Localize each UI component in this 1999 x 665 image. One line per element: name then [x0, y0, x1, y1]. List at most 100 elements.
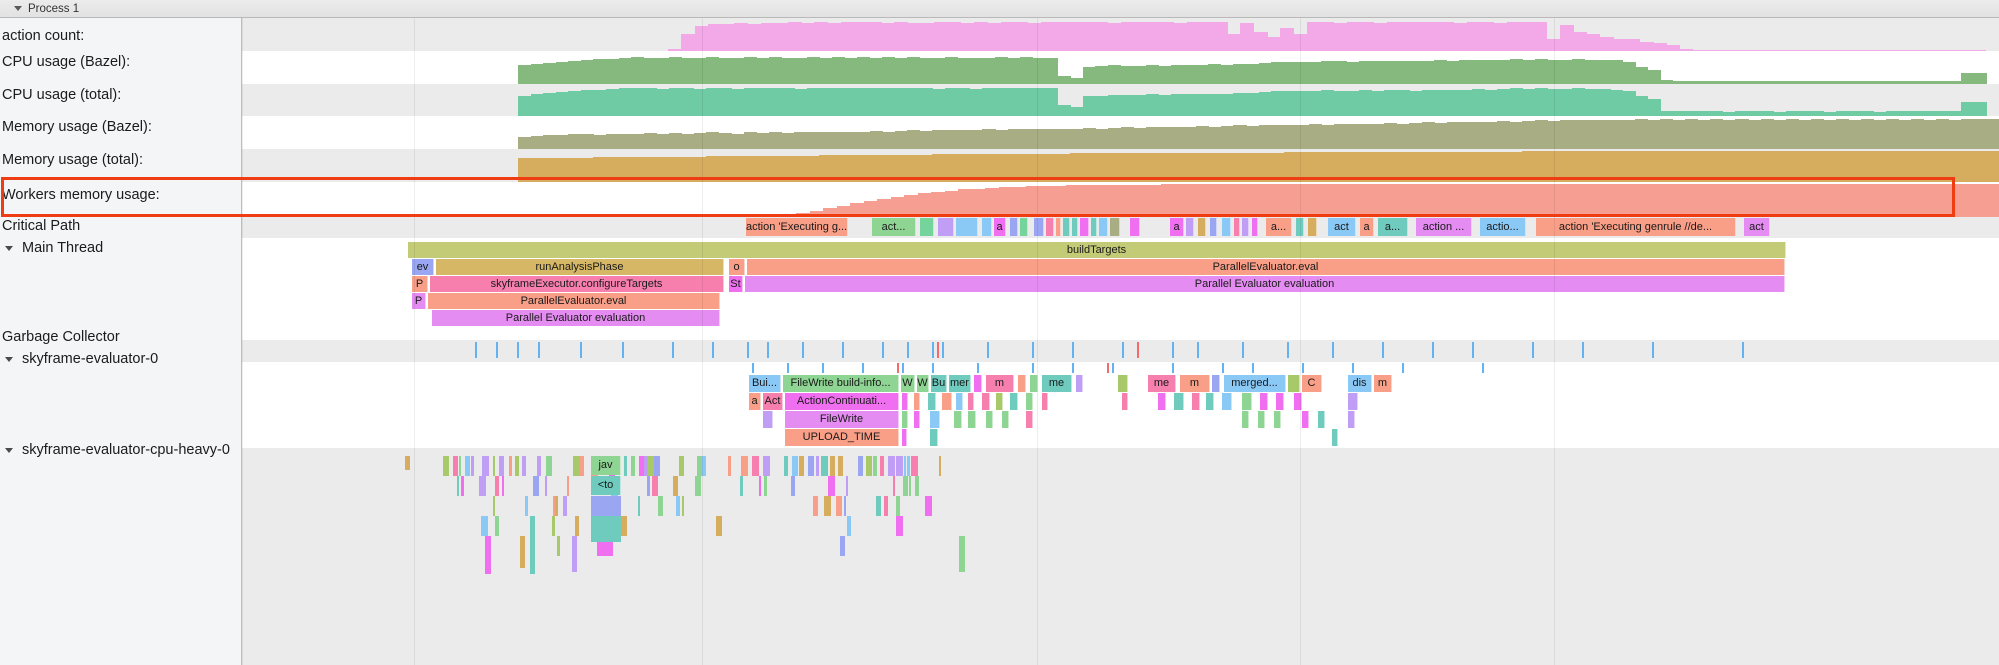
flame-event-unlabeled[interactable]: [836, 496, 842, 516]
flame-event-unlabeled[interactable]: [1210, 218, 1217, 236]
flame-event-unlabeled[interactable]: [858, 456, 863, 476]
flame-event-unlabeled[interactable]: [1042, 393, 1048, 410]
gc-event-tick[interactable]: [987, 342, 989, 358]
flame-event-unlabeled[interactable]: [673, 476, 678, 496]
flame-event-unlabeled[interactable]: [495, 476, 499, 496]
flame-event-unlabeled[interactable]: [884, 496, 888, 516]
gc-event-tick[interactable]: [538, 342, 540, 358]
flame-event-unlabeled[interactable]: [741, 456, 748, 476]
flame-event-unlabeled[interactable]: [996, 393, 1003, 410]
flame-event-unlabeled[interactable]: [740, 476, 743, 496]
flame-event-unlabeled[interactable]: [563, 496, 567, 516]
gc-event-tick[interactable]: [1197, 342, 1199, 358]
flame-event-unlabeled[interactable]: [1122, 393, 1128, 410]
flame-event-unlabeled[interactable]: [914, 393, 920, 410]
flame-event-unlabeled[interactable]: [567, 476, 569, 496]
flame-event-unlabeled[interactable]: [522, 456, 526, 476]
track-label-memory-usage-total[interactable]: Memory usage (total):: [0, 152, 242, 168]
flame-event-unlabeled[interactable]: [903, 476, 908, 496]
flame-event-unlabeled[interactable]: [716, 516, 722, 536]
flame-event-unlabeled[interactable]: [824, 496, 831, 516]
flame-event-unlabeled[interactable]: [647, 456, 654, 476]
flame-event-unlabeled[interactable]: [471, 456, 474, 476]
gc-event-tick[interactable]: [1032, 342, 1034, 358]
flame-event-unlabeled[interactable]: [1252, 218, 1258, 236]
flame-event-unlabeled[interactable]: [911, 456, 918, 476]
flame-event[interactable]: a...: [1378, 218, 1408, 236]
flame-event-unlabeled[interactable]: [481, 516, 488, 536]
flame-event-unlabeled[interactable]: [482, 456, 489, 476]
thread-marker-tick[interactable]: [1402, 363, 1404, 373]
flame-event-unlabeled[interactable]: [873, 456, 877, 476]
flame-event-unlabeled[interactable]: [1076, 375, 1083, 392]
flame-event[interactable]: skyframeExecutor.configureTargets: [430, 276, 724, 292]
flame-event-unlabeled[interactable]: [909, 476, 911, 496]
gc-event-tick[interactable]: [907, 342, 909, 358]
chevron-down-icon[interactable]: [14, 6, 22, 11]
flame-event-unlabeled[interactable]: [791, 476, 795, 496]
gc-event-tick[interactable]: [496, 342, 498, 358]
flame-event-unlabeled[interactable]: [1222, 218, 1231, 236]
flame-event-unlabeled[interactable]: [1026, 411, 1033, 428]
flame-event[interactable]: action 'Executing g...: [746, 218, 848, 236]
flame-event[interactable]: a: [1170, 218, 1184, 236]
track-row-cpuheavy0[interactable]: [242, 448, 1999, 665]
flame-event-unlabeled[interactable]: [1242, 393, 1252, 410]
flame-event-unlabeled[interactable]: [1080, 218, 1089, 236]
track-label-main-thread[interactable]: Main Thread: [0, 240, 242, 256]
flame-event[interactable]: <to: [591, 476, 621, 495]
gc-event-tick[interactable]: [672, 342, 674, 358]
flame-event-unlabeled[interactable]: [928, 393, 936, 410]
thread-marker-tick[interactable]: [752, 363, 754, 373]
flame-event-unlabeled[interactable]: [930, 411, 940, 428]
flame-event-unlabeled[interactable]: [515, 456, 519, 476]
flame-event[interactable]: runAnalysisPhase: [436, 259, 724, 275]
flame-event-unlabeled[interactable]: [1332, 429, 1338, 446]
track-label-cpu-usage-total[interactable]: CPU usage (total):: [0, 87, 242, 103]
flame-event-unlabeled[interactable]: [679, 456, 684, 476]
flame-event-unlabeled[interactable]: [1099, 218, 1108, 236]
flame-event-unlabeled[interactable]: [942, 393, 952, 410]
flame-event-unlabeled[interactable]: [915, 476, 919, 496]
flame-event[interactable]: m: [986, 375, 1014, 392]
flame-event-unlabeled[interactable]: [1302, 411, 1309, 428]
flame-event[interactable]: a: [1360, 218, 1374, 236]
flame-event-unlabeled[interactable]: [893, 476, 895, 496]
thread-marker-tick[interactable]: [1222, 363, 1224, 373]
flame-event[interactable]: jav: [591, 456, 621, 475]
gc-event-tick-major[interactable]: [1137, 342, 1139, 358]
flame-event-unlabeled[interactable]: [652, 476, 658, 496]
thread-marker-tick-major[interactable]: [897, 363, 899, 373]
thread-marker-tick[interactable]: [1482, 363, 1484, 373]
gc-event-tick[interactable]: [767, 342, 769, 358]
flame-event-unlabeled[interactable]: [1018, 375, 1026, 392]
flame-event-unlabeled[interactable]: [838, 456, 843, 476]
flame-event[interactable]: ParallelEvaluator.eval: [428, 293, 720, 309]
flame-event-unlabeled[interactable]: [1026, 393, 1033, 410]
flame-event-unlabeled[interactable]: [580, 456, 584, 476]
flame-event-unlabeled[interactable]: [702, 456, 706, 476]
thread-marker-tick[interactable]: [1302, 363, 1304, 373]
thread-marker-tick[interactable]: [1072, 363, 1074, 373]
flame-event-unlabeled[interactable]: [728, 456, 731, 476]
flame-event-unlabeled[interactable]: [1034, 218, 1044, 236]
chevron-down-icon[interactable]: [5, 357, 13, 362]
flame-event-unlabeled[interactable]: [453, 456, 458, 476]
flame-event-unlabeled[interactable]: [591, 516, 621, 542]
flame-event[interactable]: Act: [763, 393, 783, 410]
flame-event-unlabeled[interactable]: [1308, 218, 1317, 236]
flame-event-unlabeled[interactable]: [638, 496, 640, 516]
flame-event-unlabeled[interactable]: [1234, 218, 1240, 236]
thread-marker-tick[interactable]: [1032, 363, 1034, 373]
flame-event-unlabeled[interactable]: [1130, 218, 1140, 236]
flame-event-unlabeled[interactable]: [499, 456, 504, 476]
flame-event-unlabeled[interactable]: [533, 476, 539, 496]
flame-event[interactable]: ParallelEvaluator.eval: [747, 259, 1785, 275]
flame-event-unlabeled[interactable]: [520, 536, 525, 568]
gc-event-tick[interactable]: [1072, 342, 1074, 358]
flame-event-unlabeled[interactable]: [697, 456, 702, 476]
flame-event-unlabeled[interactable]: [572, 536, 577, 572]
flame-event-unlabeled[interactable]: [1174, 393, 1184, 410]
flame-event-unlabeled[interactable]: [1010, 218, 1018, 236]
flame-event-unlabeled[interactable]: [954, 411, 962, 428]
